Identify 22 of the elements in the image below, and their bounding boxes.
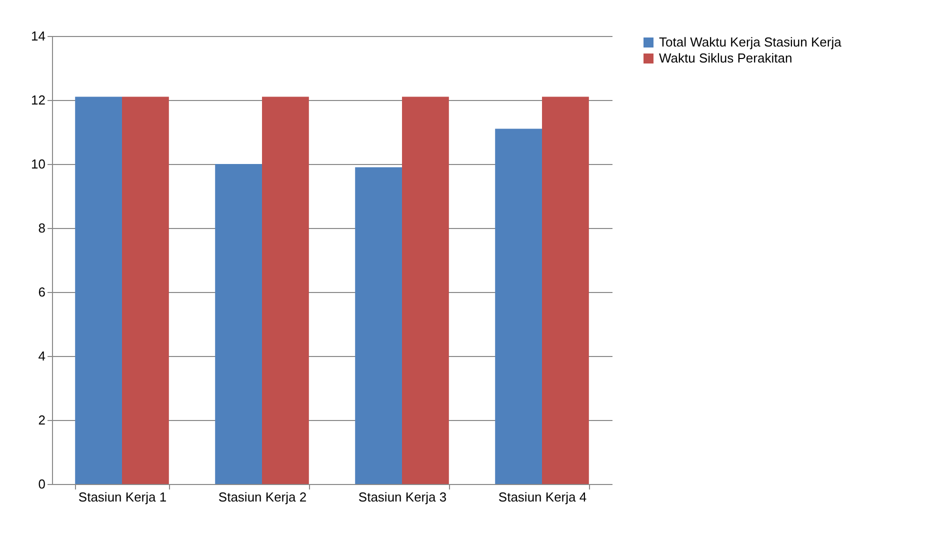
x-tick-label: Stasiun Kerja 3 [358, 490, 447, 504]
y-tick-label: 2 [38, 412, 46, 428]
y-tick-label: 4 [38, 348, 46, 364]
y-tick-label: 0 [38, 476, 46, 492]
y-tick-label: 12 [31, 92, 46, 108]
x-tick-label: Stasiun Kerja 1 [78, 490, 167, 504]
bar [542, 96, 589, 484]
y-tick-label: 14 [31, 28, 46, 44]
x-tick-label: Stasiun Kerja 4 [498, 490, 587, 504]
bar [75, 96, 122, 484]
bar [355, 167, 402, 484]
legend-label: Waktu Siklus Perakitan [659, 50, 792, 66]
bar [122, 96, 169, 484]
y-tick-label: 10 [31, 156, 46, 172]
bar [215, 164, 262, 484]
x-tick-label: Stasiun Kerja 2 [218, 490, 307, 504]
bar [402, 96, 449, 484]
y-tick-label: 8 [38, 220, 46, 236]
y-tick-label: 6 [38, 284, 46, 300]
legend-label: Total Waktu Kerja Stasiun Kerja [659, 34, 842, 50]
bar [495, 128, 542, 484]
bar [262, 96, 309, 484]
